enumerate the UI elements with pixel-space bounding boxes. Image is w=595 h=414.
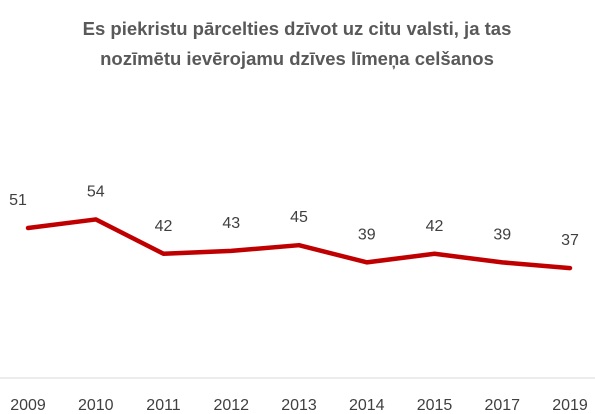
x-tick-label: 2013 (281, 397, 317, 414)
data-label: 42 (155, 218, 173, 235)
chart-title: Es piekristu pārcelties dzīvot uz citu v… (82, 18, 512, 69)
data-label: 51 (9, 192, 27, 209)
x-tick-label: 2015 (417, 397, 453, 414)
x-tick-label: 2014 (349, 397, 385, 414)
data-label: 39 (358, 226, 376, 243)
x-tick-label: 2017 (484, 397, 520, 414)
data-label: 45 (290, 209, 308, 226)
x-tick-label: 2012 (213, 397, 249, 414)
data-label: 43 (222, 215, 240, 232)
x-tick-label: 2011 (146, 397, 181, 414)
x-tick-label: 2010 (78, 397, 114, 414)
x-tick-label: 2009 (10, 397, 46, 414)
data-label: 37 (561, 232, 579, 249)
x-tick-label: 2019 (552, 397, 588, 414)
data-label: 54 (87, 183, 105, 200)
series-line (25, 217, 573, 271)
data-label: 42 (426, 218, 444, 235)
data-label: 39 (493, 226, 511, 243)
